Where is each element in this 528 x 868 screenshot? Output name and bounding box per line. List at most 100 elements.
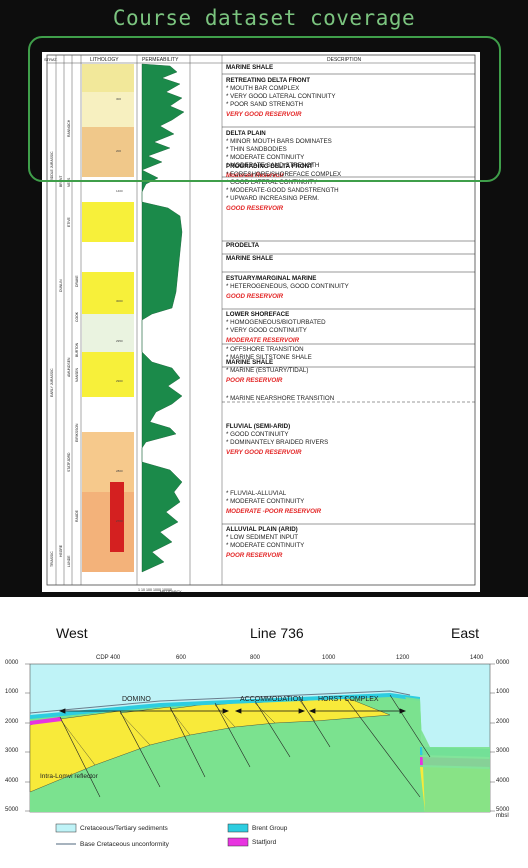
reservoir-rating: POOR RESERVOIR bbox=[226, 552, 283, 559]
interval-bullet: * MOUTH BAR COMPLEX bbox=[226, 85, 300, 92]
east-label: East bbox=[451, 625, 480, 641]
svg-text:2900: 2900 bbox=[116, 379, 123, 383]
reservoir-rating: POOR RESERVOIR bbox=[226, 377, 283, 384]
cdp-tick: 1000 bbox=[322, 655, 336, 661]
interval-heading: MARINE SHALE bbox=[226, 64, 274, 71]
interval-bullet: * MODERATE CONTINUITY bbox=[226, 154, 305, 161]
interval-heading: RETREATING DELTA FRONT bbox=[226, 77, 310, 84]
line-label: Line 736 bbox=[250, 625, 304, 641]
interval-description: ALLUVIAL PLAIN (ARID) * LOW SEDIMENT INPU… bbox=[226, 526, 304, 560]
cross-section-panel: West Line 736 East bbox=[0, 597, 528, 868]
reservoir-rating: GOOD RESERVOIR bbox=[226, 293, 284, 300]
lithology-band bbox=[82, 314, 134, 352]
strat-label: NANSEN bbox=[75, 367, 79, 382]
strat-label: HEGRE bbox=[59, 544, 63, 557]
interval-bullet: * MARINE SILTSTONE SHALE bbox=[226, 354, 312, 361]
cross-section-graphic bbox=[25, 663, 495, 847]
cdp-tick: 600 bbox=[176, 655, 187, 661]
reservoir-rating: MODERATE RESERVOIR bbox=[226, 337, 300, 344]
strat-label: DRAKE bbox=[75, 275, 79, 287]
interval-description: MARINE SHALE bbox=[226, 64, 273, 72]
strat-label: ETIVE bbox=[67, 217, 71, 227]
perm-unit: MILLIDARCY bbox=[160, 590, 182, 594]
interval-heading: FLUVIAL (SEMI-ARID) bbox=[226, 423, 291, 430]
interval-bullet: * LOW SEDIMENT INPUT bbox=[226, 534, 299, 541]
strat-label: EIRIKSSON bbox=[75, 423, 79, 442]
permeability-curve bbox=[141, 63, 185, 573]
lithology-band bbox=[82, 127, 134, 177]
lithology-band bbox=[82, 272, 134, 314]
lithology-band bbox=[82, 92, 134, 127]
coverage-highlight-box bbox=[28, 36, 501, 182]
interval-bullet: * DOMINANTELY BRAIDED RIVERS bbox=[226, 439, 329, 446]
strat-label: COOK bbox=[75, 312, 79, 322]
strat-label: DUNLIN bbox=[59, 279, 63, 292]
strat-label: RAUDE bbox=[75, 510, 79, 522]
depth-tick-left: 1000 bbox=[5, 689, 19, 695]
strat-label: AMUNDSEN bbox=[67, 357, 71, 377]
depth-tick-right: 3000 bbox=[496, 748, 510, 754]
strat-label: TRIASSIC bbox=[50, 551, 54, 567]
interval-bullet: * MARINE (ESTUARY/TIDAL) bbox=[226, 367, 309, 374]
interval-bullet: * THIN SANDBODIES bbox=[226, 146, 287, 153]
depth-unit: mbsl bbox=[496, 813, 509, 819]
coverage-title: Course dataset coverage bbox=[112, 6, 416, 30]
interval-heading: MARINE SHALE bbox=[226, 359, 274, 366]
strat-label: LUNDE bbox=[67, 555, 71, 568]
interval-heading: PROGRADING DELTA FRONT bbox=[226, 163, 313, 170]
stratigraphic-log-sheet: 300 200 1400 3000 2950 2900 2800 2700 STRAT. … bbox=[42, 52, 480, 594]
reservoir-rating: VERY GOOD RESERVOIR bbox=[226, 449, 302, 456]
svg-text:200: 200 bbox=[116, 149, 121, 153]
west-label: West bbox=[56, 625, 88, 641]
svg-text:3000: 3000 bbox=[116, 299, 123, 303]
cdp-label: CDP 400 bbox=[96, 655, 121, 661]
svg-text:2800: 2800 bbox=[116, 469, 123, 473]
interval-bullet: * POOR SAND STRENGTH bbox=[226, 101, 304, 108]
cdp-tick: 800 bbox=[250, 655, 261, 661]
lithology-band bbox=[82, 202, 134, 242]
svg-text:300: 300 bbox=[116, 97, 121, 101]
interval-bullet: * FORESHORE/SHOREFACE COMPLEX bbox=[226, 171, 342, 178]
interval-bullet: * MODERATE SAND STRENGTH bbox=[226, 162, 320, 169]
interval-heading: DELTA PLAIN bbox=[226, 130, 266, 137]
strat-label: STATFJORD bbox=[67, 452, 71, 472]
interval-bullet: * MARINE NEARSHORE TRANSITION bbox=[226, 395, 335, 402]
interval-bullet: * MODERATE CONTINUITY bbox=[226, 542, 305, 549]
legend-cretaceous: Cretaceous/Tertiary sediments bbox=[80, 825, 168, 832]
reservoir-rating: VERY GOOD RESERVOIR bbox=[226, 111, 302, 118]
lithology-band bbox=[82, 242, 134, 272]
reservoir-rating: GOOD RESERVOIR bbox=[226, 205, 284, 212]
interval-description: PROGRADING DELTA FRONT * FORESHORE/SHOREF… bbox=[226, 163, 341, 213]
lithology-band bbox=[82, 64, 134, 92]
interval-description: ESTUARY/MARGINAL MARINE * HETEROGENEOUS, … bbox=[226, 275, 349, 301]
top-panel: Course dataset coverage bbox=[0, 0, 528, 597]
interval-bullet: * GOOD CONTINUITY bbox=[226, 431, 289, 438]
strat-header: STRAT. bbox=[44, 57, 58, 62]
interval-description: * MARINE NEARSHORE TRANSITION bbox=[226, 395, 334, 403]
depth-tick-left: 0000 bbox=[5, 660, 19, 666]
depth-tick-left: 3000 bbox=[5, 748, 19, 754]
interval-description: * OFFSHORE TRANSITION * MARINE SILTSTONE … bbox=[226, 346, 312, 362]
interval-description: DELTA PLAIN * MINOR MOUTH BARS DOMINATES *… bbox=[226, 130, 332, 180]
interval-description: * FLUVIAL-ALLUVIAL * MODERATE CONTINUITY M… bbox=[226, 490, 321, 516]
interval-heading: ESTUARY/MARGINAL MARINE bbox=[226, 275, 317, 282]
lithology-band bbox=[82, 352, 134, 397]
interval-description: MARINE SHALE bbox=[226, 255, 273, 263]
lithology-band bbox=[82, 432, 134, 492]
depth-tick-right: 0000 bbox=[496, 660, 510, 666]
depth-tick-left: 5000 bbox=[5, 807, 19, 813]
interval-bullet: * HETEROGENEOUS, GOOD CONTINUITY bbox=[226, 283, 349, 290]
zone-horst-complex: HORST COMPLEX bbox=[318, 696, 379, 703]
lithology-band bbox=[82, 397, 134, 432]
log-graphics: 300 200 1400 3000 2950 2900 2800 2700 bbox=[46, 54, 476, 586]
interval-heading: ALLUVIAL PLAIN (ARID) bbox=[226, 526, 298, 533]
interval-bullet: * MODERATE-GOOD SANDSTRENGTH bbox=[226, 187, 339, 194]
interval-heading: LOWER SHOREFACE bbox=[226, 311, 290, 318]
interval-bullet: * UPWARD INCREASING PERM. bbox=[226, 195, 319, 202]
legend-statfjord: Statfjord bbox=[252, 839, 277, 846]
interval-description: FLUVIAL (SEMI-ARID) * GOOD CONTINUITY * DO… bbox=[226, 423, 328, 457]
svg-text:2700: 2700 bbox=[116, 519, 123, 523]
interval-description: MARINE SHALE * MARINE (ESTUARY/TIDAL) POOR… bbox=[226, 359, 308, 385]
interval-bullet: * VERY GOOD LATERAL CONTINUITY bbox=[226, 93, 336, 100]
depth-tick-left: 2000 bbox=[5, 719, 19, 725]
